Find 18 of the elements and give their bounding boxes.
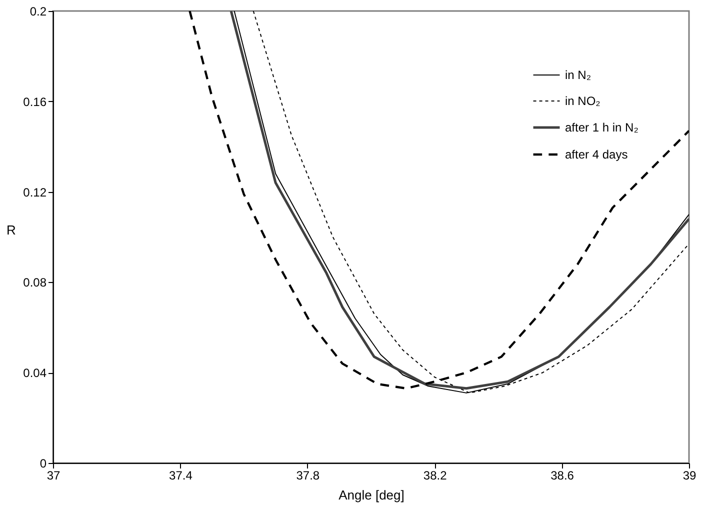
y-tick-label: 0 (40, 456, 47, 470)
y-tick-label: 0.16 (23, 94, 47, 109)
legend-label: after 4 days (565, 148, 628, 162)
legend-label: in N₂ (565, 68, 592, 82)
x-tick-label: 37.4 (169, 468, 193, 482)
x-tick-label: 38.2 (423, 468, 448, 482)
y-axis-title: R (6, 222, 16, 238)
y-tick-label: 0.12 (23, 185, 47, 200)
x-tick-label: 37 (46, 468, 60, 482)
x-axis-title: Angle [deg] (338, 488, 404, 502)
y-tick-label: 0.08 (23, 276, 47, 290)
x-tick-label: 37.8 (296, 468, 320, 482)
y-tick-label: 0.04 (23, 366, 47, 380)
legend-label: in NO₂ (565, 94, 601, 108)
x-tick-label: 39 (682, 468, 696, 482)
legend-label: after 1 h in N₂ (565, 120, 639, 134)
y-tick-label: 0.2 (30, 4, 47, 18)
x-tick-label: 38.6 (550, 468, 574, 482)
